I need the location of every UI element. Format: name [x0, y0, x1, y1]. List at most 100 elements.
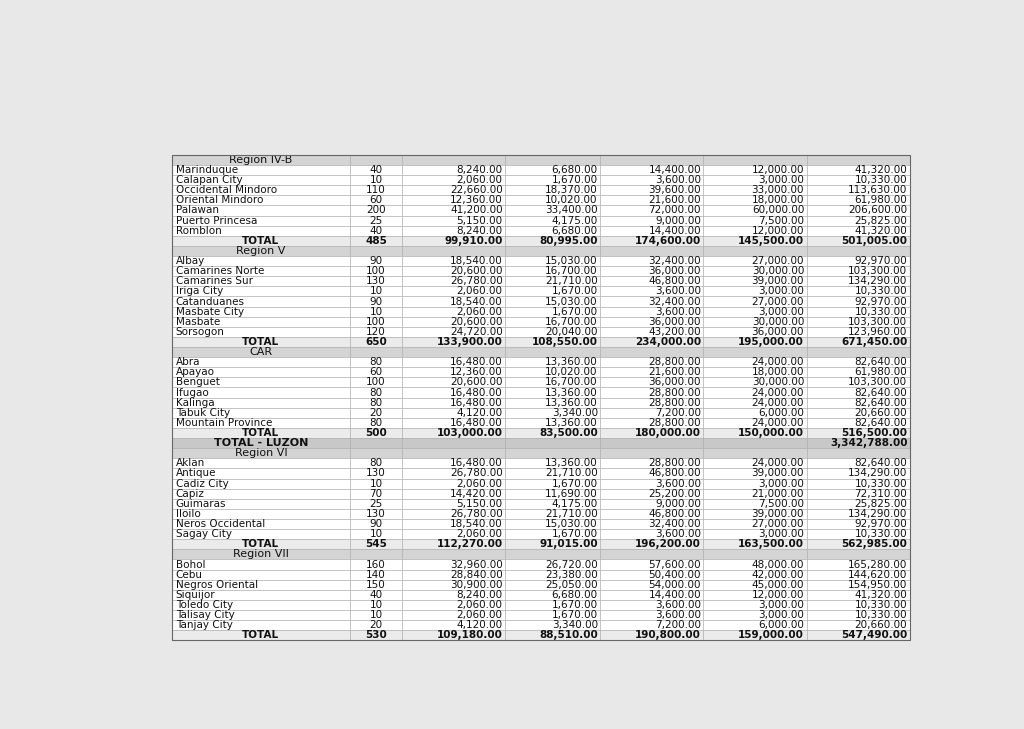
Bar: [401, 590, 505, 600]
Bar: [172, 590, 350, 600]
Bar: [703, 448, 807, 459]
Text: 2,060.00: 2,060.00: [457, 529, 503, 539]
Bar: [401, 509, 505, 519]
Bar: [600, 569, 703, 580]
Bar: [172, 550, 350, 559]
Text: 2,060.00: 2,060.00: [457, 610, 503, 620]
Text: 28,840.00: 28,840.00: [450, 569, 503, 580]
Text: 134,290.00: 134,290.00: [848, 276, 907, 286]
Bar: [600, 226, 703, 235]
Bar: [600, 539, 703, 550]
Text: 145,500.00: 145,500.00: [738, 235, 804, 246]
Text: TOTAL: TOTAL: [243, 631, 280, 640]
Text: 42,000.00: 42,000.00: [752, 569, 804, 580]
Text: Region V: Region V: [237, 246, 286, 256]
Text: 150,000.00: 150,000.00: [738, 428, 804, 438]
Bar: [600, 478, 703, 488]
Bar: [401, 488, 505, 499]
Bar: [505, 297, 600, 307]
Text: 12,000.00: 12,000.00: [752, 590, 804, 600]
Bar: [350, 216, 401, 226]
Text: 4,175.00: 4,175.00: [552, 499, 598, 509]
Text: 3,600.00: 3,600.00: [655, 529, 701, 539]
Bar: [703, 590, 807, 600]
Bar: [807, 469, 909, 478]
Bar: [401, 367, 505, 378]
Bar: [600, 519, 703, 529]
Bar: [505, 428, 600, 438]
Bar: [600, 438, 703, 448]
Bar: [807, 286, 909, 297]
Bar: [807, 569, 909, 580]
Bar: [401, 438, 505, 448]
Text: 18,540.00: 18,540.00: [450, 297, 503, 306]
Text: 154,950.00: 154,950.00: [848, 580, 907, 590]
Text: 8,240.00: 8,240.00: [457, 590, 503, 600]
Bar: [600, 590, 703, 600]
Bar: [505, 347, 600, 357]
Bar: [807, 246, 909, 256]
Text: 13,360.00: 13,360.00: [545, 418, 598, 428]
Text: Talisay City: Talisay City: [176, 610, 234, 620]
Bar: [807, 307, 909, 316]
Bar: [703, 428, 807, 438]
Bar: [172, 165, 350, 175]
Text: 3,600.00: 3,600.00: [655, 479, 701, 488]
Text: 36,000.00: 36,000.00: [648, 266, 701, 276]
Bar: [350, 550, 401, 559]
Text: 4,120.00: 4,120.00: [457, 408, 503, 418]
Text: Neros Occidental: Neros Occidental: [176, 519, 265, 529]
Bar: [703, 216, 807, 226]
Bar: [703, 357, 807, 367]
Text: 134,290.00: 134,290.00: [848, 509, 907, 519]
Bar: [703, 226, 807, 235]
Text: 100: 100: [367, 316, 386, 327]
Text: 12,360.00: 12,360.00: [450, 195, 503, 206]
Bar: [703, 297, 807, 307]
Text: 24,000.00: 24,000.00: [752, 459, 804, 468]
Text: 30,000.00: 30,000.00: [752, 378, 804, 387]
Bar: [505, 590, 600, 600]
Bar: [600, 175, 703, 185]
Text: Sagay City: Sagay City: [176, 529, 231, 539]
Text: TOTAL: TOTAL: [243, 539, 280, 549]
Bar: [703, 165, 807, 175]
Text: 516,500.00: 516,500.00: [842, 428, 907, 438]
Bar: [505, 499, 600, 509]
Text: 40: 40: [370, 226, 383, 235]
Bar: [172, 235, 350, 246]
Text: 16,700.00: 16,700.00: [545, 378, 598, 387]
Bar: [350, 590, 401, 600]
Text: Romblon: Romblon: [176, 226, 221, 235]
Text: 26,780.00: 26,780.00: [450, 509, 503, 519]
Text: 9,000.00: 9,000.00: [655, 216, 701, 225]
Text: 60: 60: [370, 367, 383, 378]
Bar: [703, 185, 807, 195]
Text: 41,320.00: 41,320.00: [855, 165, 907, 175]
Text: 24,720.00: 24,720.00: [450, 327, 503, 337]
Bar: [172, 610, 350, 620]
Text: Camarines Norte: Camarines Norte: [176, 266, 264, 276]
Bar: [505, 256, 600, 266]
Text: Capiz: Capiz: [176, 488, 205, 499]
Text: 7,500.00: 7,500.00: [758, 216, 804, 225]
Bar: [807, 226, 909, 235]
Text: 1,670.00: 1,670.00: [552, 600, 598, 610]
Bar: [505, 367, 600, 378]
Text: 13,360.00: 13,360.00: [545, 357, 598, 367]
Bar: [350, 438, 401, 448]
Text: Tanjay City: Tanjay City: [176, 620, 232, 630]
Text: 30,000.00: 30,000.00: [752, 266, 804, 276]
Text: Region VI: Region VI: [234, 448, 288, 459]
Bar: [401, 337, 505, 347]
Bar: [807, 529, 909, 539]
Bar: [350, 378, 401, 388]
Bar: [703, 397, 807, 408]
Text: 82,640.00: 82,640.00: [855, 398, 907, 408]
Bar: [350, 539, 401, 550]
Bar: [703, 499, 807, 509]
Text: 159,000.00: 159,000.00: [738, 631, 804, 640]
Bar: [172, 297, 350, 307]
Text: 10: 10: [370, 529, 383, 539]
Bar: [401, 559, 505, 569]
